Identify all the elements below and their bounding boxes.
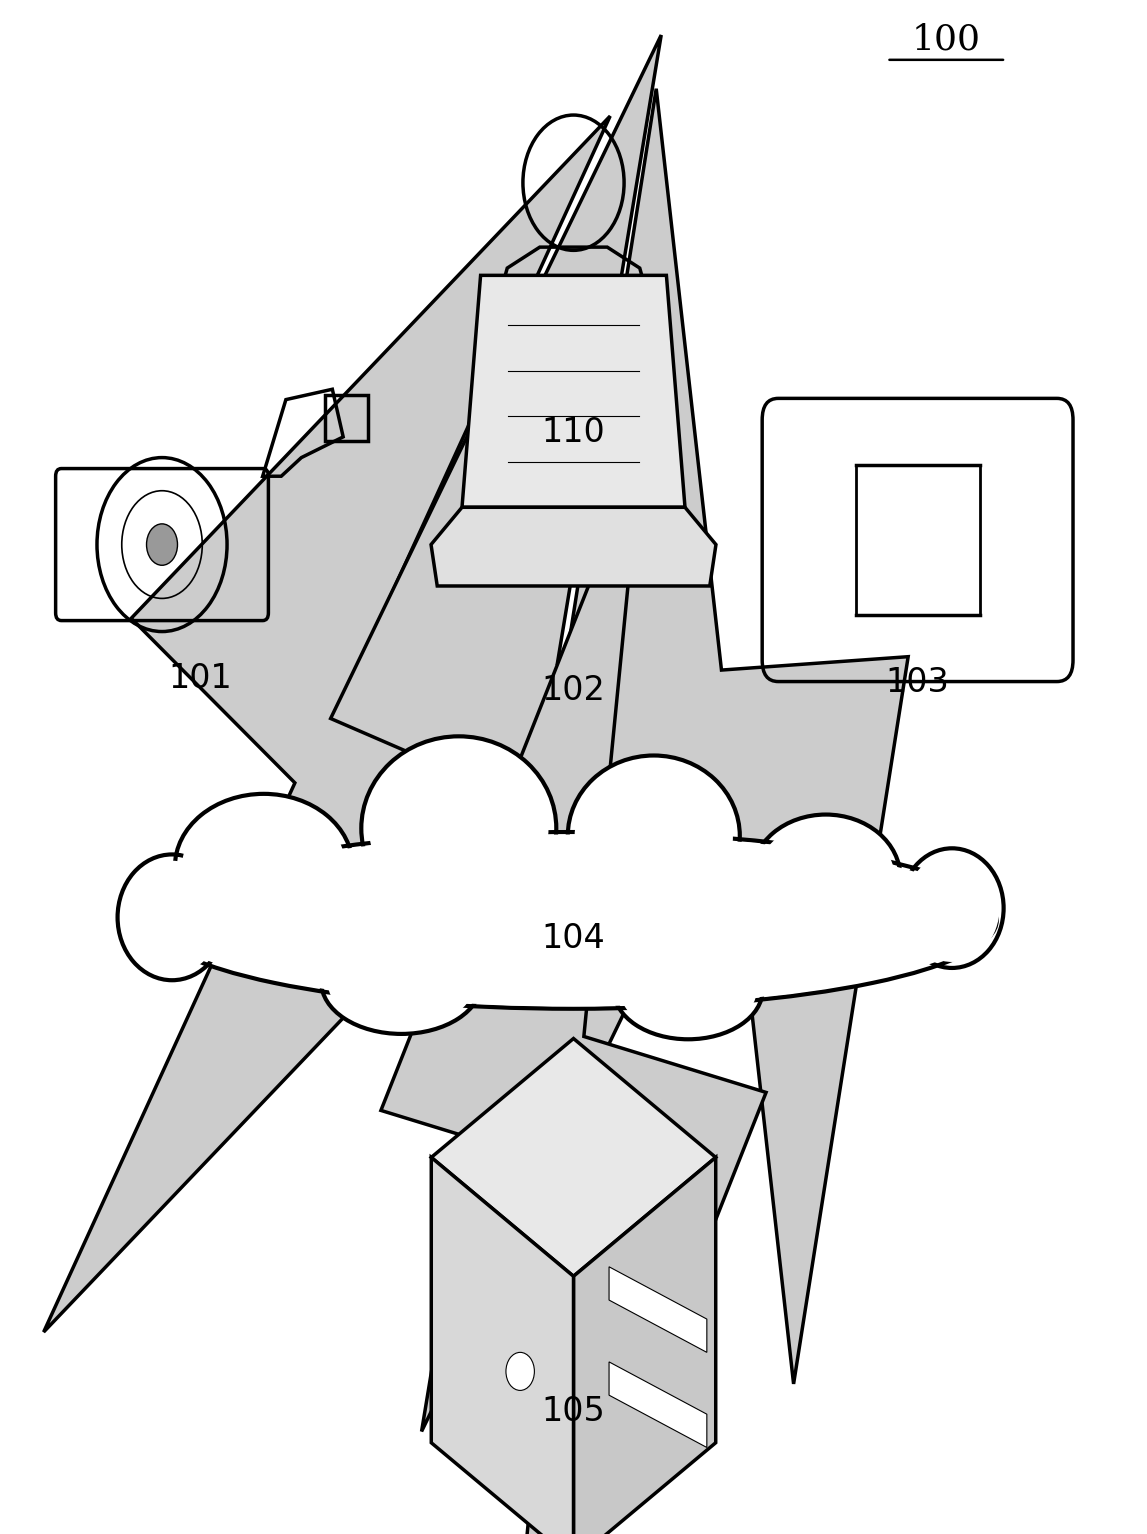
Ellipse shape (905, 854, 999, 962)
Circle shape (506, 1353, 535, 1390)
Ellipse shape (328, 934, 475, 1029)
Ellipse shape (117, 854, 227, 980)
Ellipse shape (575, 764, 733, 908)
Ellipse shape (614, 939, 763, 1040)
Text: 102: 102 (541, 673, 606, 707)
Polygon shape (431, 1039, 716, 1276)
Text: 100: 100 (912, 23, 981, 57)
Text: 101: 101 (169, 661, 233, 695)
Ellipse shape (150, 831, 997, 1009)
Ellipse shape (182, 801, 345, 933)
Ellipse shape (751, 815, 900, 940)
Ellipse shape (757, 821, 895, 934)
Ellipse shape (568, 756, 740, 916)
Ellipse shape (159, 834, 988, 1006)
Text: 105: 105 (541, 1394, 606, 1428)
Polygon shape (330, 35, 752, 1431)
Ellipse shape (361, 736, 556, 920)
Polygon shape (609, 1267, 707, 1353)
Polygon shape (609, 1362, 707, 1448)
Text: 110: 110 (541, 416, 606, 449)
Polygon shape (431, 508, 716, 586)
Ellipse shape (619, 945, 757, 1034)
Polygon shape (431, 1157, 574, 1534)
Polygon shape (462, 276, 685, 508)
Ellipse shape (122, 861, 223, 974)
Polygon shape (541, 89, 908, 1384)
Text: 103: 103 (885, 666, 950, 700)
Ellipse shape (175, 795, 353, 939)
Polygon shape (381, 454, 766, 1534)
Circle shape (147, 523, 178, 566)
Text: 104: 104 (541, 922, 606, 956)
Ellipse shape (369, 746, 548, 911)
Polygon shape (44, 117, 610, 1332)
Ellipse shape (321, 930, 482, 1034)
Polygon shape (574, 1157, 716, 1534)
Ellipse shape (900, 848, 1004, 968)
